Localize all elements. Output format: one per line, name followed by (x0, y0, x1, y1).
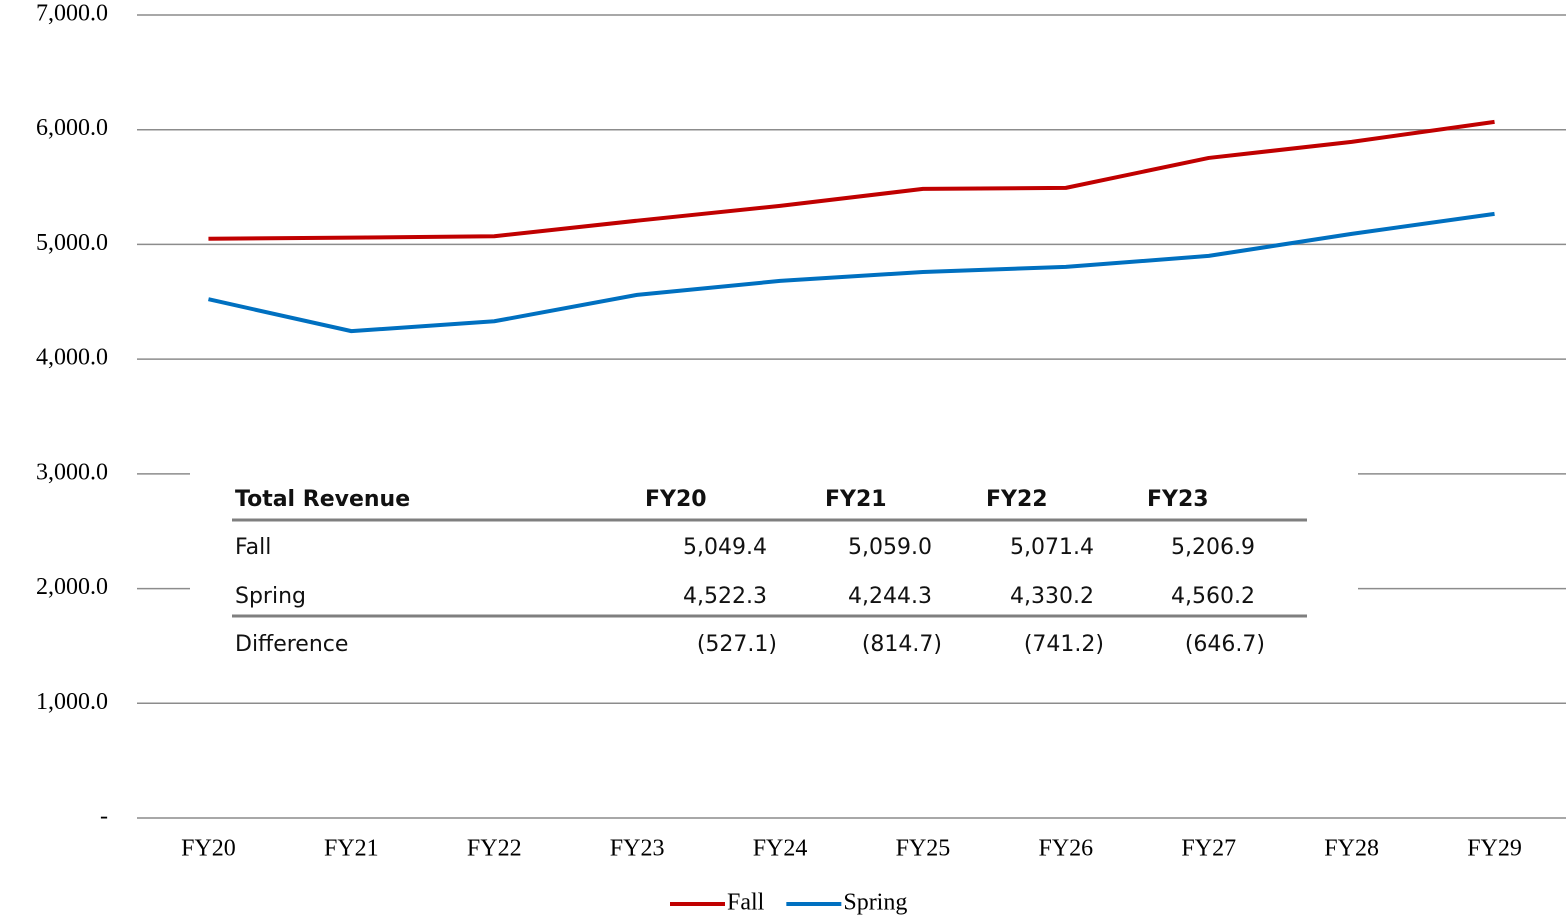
series-line (208, 211, 1495, 334)
x-tick-label: FY22 (467, 836, 522, 862)
table-row-label: Difference (235, 632, 348, 657)
table-cell: (741.2) (1024, 632, 1104, 657)
y-tick-label: 4,000.0 (36, 345, 108, 371)
x-tick-label: FY27 (1181, 836, 1236, 862)
table-row-label: Spring (235, 584, 306, 609)
table-header: FY23 (1147, 487, 1209, 512)
table-cell: 5,071.4 (1010, 535, 1094, 560)
x-tick-label: FY20 (181, 836, 236, 862)
table-header: FY21 (825, 487, 887, 512)
y-tick-label: - (100, 804, 108, 830)
table-header: FY20 (645, 487, 707, 512)
legend-label: Spring (843, 890, 907, 916)
y-tick-label: 7,000.0 (36, 1, 108, 27)
table-cell: 4,330.2 (1010, 584, 1094, 609)
table-header: Total Revenue (235, 487, 410, 512)
table-cell: 5,059.0 (848, 535, 932, 560)
y-tick-label: 5,000.0 (36, 230, 108, 256)
x-tick-label: FY28 (1324, 836, 1379, 862)
y-tick-label: 3,000.0 (36, 459, 108, 485)
x-tick-label: FY29 (1467, 836, 1522, 862)
x-tick-label: FY21 (324, 836, 379, 862)
x-tick-label: FY25 (896, 836, 951, 862)
legend-label: Fall (727, 890, 765, 916)
y-tick-label: 2,000.0 (36, 574, 108, 600)
table-cell: 4,560.2 (1171, 584, 1255, 609)
table-cell: (646.7) (1185, 632, 1265, 657)
table-cell: 4,244.3 (848, 584, 932, 609)
table-cell: (527.1) (697, 632, 777, 657)
table-cell: (814.7) (862, 632, 942, 657)
table-row-label: Fall (235, 535, 271, 560)
y-tick-label: 6,000.0 (36, 115, 108, 141)
table-cell: 5,049.4 (683, 535, 767, 560)
x-tick-label: FY26 (1039, 836, 1094, 862)
table-background (190, 462, 1358, 682)
x-tick-label: FY23 (610, 836, 665, 862)
table-cell: 5,206.9 (1171, 535, 1255, 560)
y-tick-label: 1,000.0 (36, 689, 108, 715)
table-header: FY22 (986, 487, 1048, 512)
x-tick-label: FY24 (753, 836, 808, 862)
series-line (208, 119, 1495, 241)
table-cell: 4,522.3 (683, 584, 767, 609)
